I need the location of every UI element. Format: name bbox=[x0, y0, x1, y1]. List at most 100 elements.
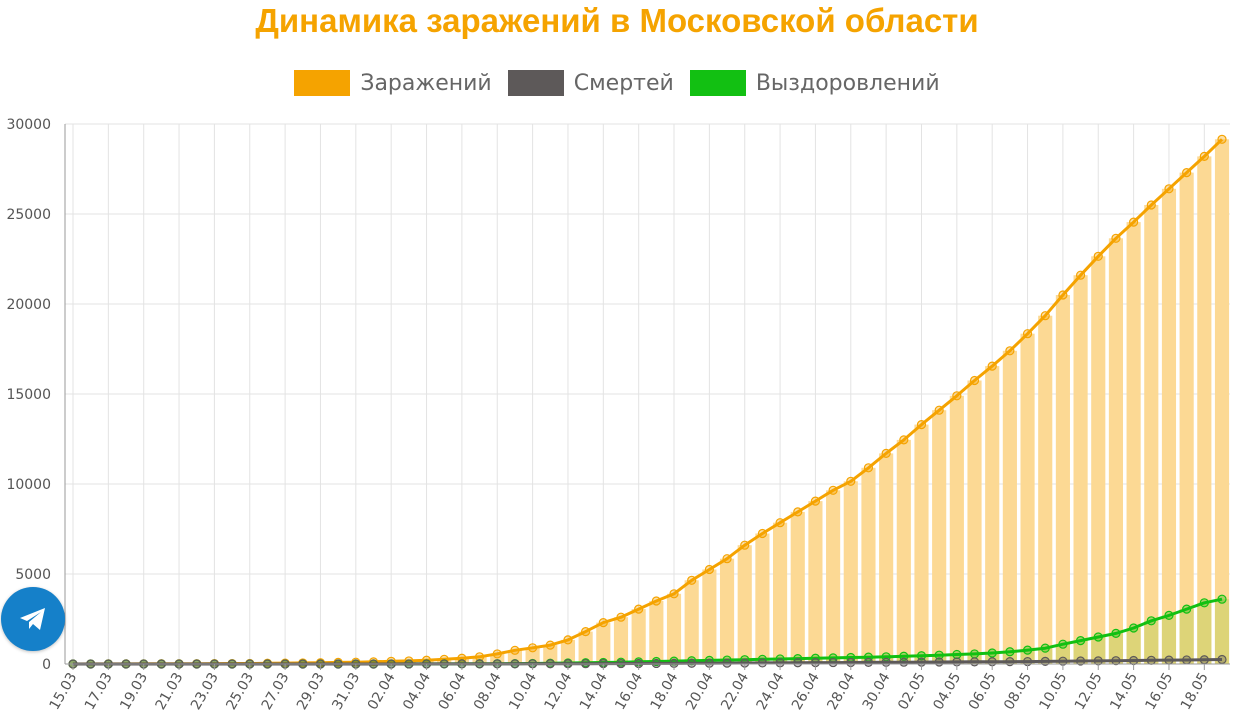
point-deaths bbox=[899, 657, 909, 667]
telegram-share-button[interactable] bbox=[1, 587, 65, 651]
point-recovered bbox=[987, 648, 997, 658]
legend-label-recovered: Выздоровлений bbox=[755, 70, 940, 96]
bar-infected bbox=[578, 631, 593, 664]
bar-infected bbox=[1020, 333, 1035, 664]
x-tick-label: 12.04 bbox=[542, 670, 576, 713]
point-deaths bbox=[1129, 655, 1139, 666]
point-infected bbox=[1199, 151, 1209, 161]
point-infected bbox=[598, 617, 608, 628]
bar-recovered bbox=[1197, 602, 1212, 664]
point-infected bbox=[545, 640, 555, 650]
bar-infected bbox=[861, 467, 876, 664]
x-tick-label: 26.04 bbox=[789, 670, 823, 713]
point-infected bbox=[1111, 233, 1121, 243]
bar-infected bbox=[1038, 315, 1053, 664]
bar-infected bbox=[1002, 350, 1017, 664]
bar-infected bbox=[843, 481, 858, 664]
point-infected bbox=[828, 485, 838, 495]
y-tick-label: 25000 bbox=[6, 207, 51, 223]
legend-item-infected[interactable]: Заражений bbox=[294, 70, 492, 96]
point-infected bbox=[899, 435, 909, 445]
x-tick-label: 12.05 bbox=[1072, 670, 1106, 713]
point-infected bbox=[651, 596, 661, 606]
point-recovered bbox=[934, 650, 944, 660]
bars bbox=[65, 139, 1230, 665]
point-recovered bbox=[1199, 598, 1209, 608]
x-tick-label: 06.04 bbox=[435, 670, 469, 713]
bar-infected bbox=[914, 424, 929, 664]
bar-infected bbox=[719, 558, 735, 664]
point-infected bbox=[669, 589, 679, 599]
bar-recovered bbox=[826, 657, 841, 664]
bar-infected bbox=[773, 522, 788, 664]
bar-infected bbox=[985, 366, 1000, 664]
y-tick-label: 30000 bbox=[6, 117, 51, 133]
bar-infected bbox=[1073, 275, 1088, 664]
point-deaths bbox=[863, 657, 874, 667]
bar-infected bbox=[666, 593, 682, 664]
x-tick-label: 19.03 bbox=[117, 670, 151, 713]
bar-recovered bbox=[1179, 609, 1194, 664]
x-tick-label: 10.04 bbox=[506, 670, 540, 713]
x-tick-label: 22.04 bbox=[718, 670, 752, 713]
bar-infected bbox=[419, 660, 434, 664]
point-infected bbox=[810, 496, 821, 506]
point-recovered bbox=[1164, 610, 1174, 621]
point-infected bbox=[916, 420, 927, 430]
x-tick-label: 31.03 bbox=[329, 670, 363, 713]
point-recovered bbox=[1111, 628, 1121, 639]
point-deaths bbox=[687, 658, 697, 668]
y-tick-label: 15000 bbox=[6, 387, 51, 403]
bar-recovered bbox=[967, 653, 982, 664]
x-tick-label: 02.05 bbox=[895, 670, 929, 713]
point-infected bbox=[757, 528, 768, 539]
x-tick-label: 02.04 bbox=[365, 670, 399, 713]
point-infected bbox=[987, 361, 997, 371]
bar-infected bbox=[1108, 238, 1124, 665]
point-recovered bbox=[1182, 604, 1192, 614]
point-infected bbox=[863, 463, 874, 473]
bar-infected bbox=[737, 545, 752, 664]
point-deaths bbox=[1217, 654, 1227, 665]
bar-infected bbox=[1179, 172, 1194, 664]
bar-infected bbox=[879, 453, 894, 664]
bar-infected bbox=[649, 601, 664, 664]
point-infected bbox=[1058, 290, 1068, 300]
point-infected bbox=[740, 540, 750, 550]
x-tick-label: 08.05 bbox=[1001, 670, 1035, 713]
lines bbox=[68, 134, 1227, 669]
bar-infected bbox=[1161, 188, 1177, 665]
point-deaths bbox=[793, 658, 803, 668]
point-infected bbox=[616, 612, 626, 622]
bar-infected bbox=[702, 569, 717, 664]
point-infected bbox=[527, 643, 538, 653]
legend-item-recovered[interactable]: Выздоровлений bbox=[689, 70, 940, 96]
x-tick-label: 23.03 bbox=[188, 670, 222, 713]
point-recovered bbox=[1005, 647, 1015, 657]
legend-swatch-infected bbox=[294, 70, 351, 96]
point-deaths bbox=[969, 657, 980, 667]
bar-infected bbox=[1091, 256, 1106, 664]
point-infected bbox=[581, 626, 591, 637]
point-deaths bbox=[1111, 656, 1121, 666]
x-tick-label: 14.04 bbox=[577, 670, 611, 713]
bar-recovered bbox=[1108, 633, 1124, 664]
point-infected bbox=[634, 604, 644, 614]
point-deaths bbox=[1075, 656, 1086, 666]
point-recovered bbox=[1075, 635, 1086, 646]
point-infected bbox=[510, 645, 520, 655]
bar-infected bbox=[596, 622, 611, 664]
bar-infected bbox=[684, 580, 699, 664]
bar-infected bbox=[932, 410, 947, 664]
x-tick-label: 04.04 bbox=[400, 670, 434, 713]
legend-item-deaths[interactable]: Смертей bbox=[507, 70, 674, 96]
x-tick-label: 10.05 bbox=[1036, 670, 1070, 713]
point-deaths bbox=[757, 658, 768, 668]
point-infected bbox=[687, 575, 697, 585]
bar-infected bbox=[631, 609, 646, 664]
point-infected bbox=[492, 649, 502, 659]
legend-label-deaths: Смертей bbox=[573, 70, 674, 96]
point-infected bbox=[1146, 200, 1156, 210]
x-tick-label: 29.03 bbox=[294, 670, 328, 713]
x-tick-label: 28.04 bbox=[824, 670, 858, 713]
